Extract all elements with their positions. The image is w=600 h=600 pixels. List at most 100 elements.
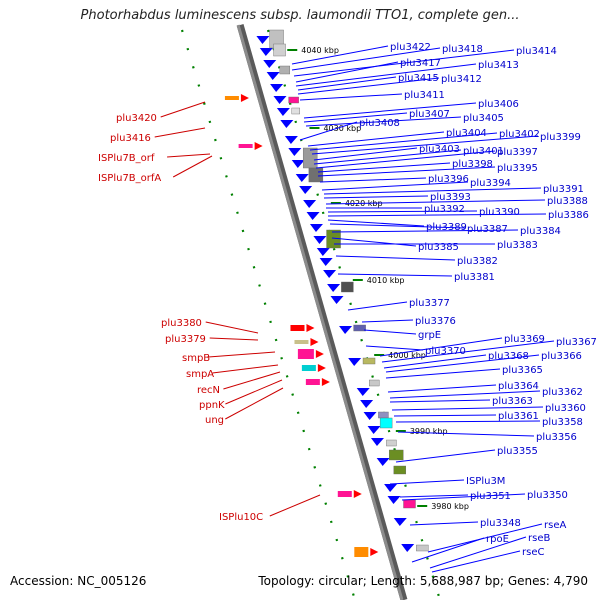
right-gene-label: plu3412 xyxy=(441,74,482,85)
right-gene-label: plu3415 xyxy=(398,73,439,84)
right-gene-label: plu3350 xyxy=(527,490,568,501)
right-gene-label: plu3408 xyxy=(359,118,400,129)
reverse-gene-arrow xyxy=(353,490,362,498)
left-gene-label: recN xyxy=(197,385,220,396)
right-gene-connector xyxy=(363,329,417,335)
forward-gene-arrow xyxy=(266,72,280,80)
right-gene-connector xyxy=(297,77,440,95)
right-gene-label: plu3418 xyxy=(442,44,483,55)
right-gene-label: plu3391 xyxy=(543,184,584,195)
left-gene-label: plu3420 xyxy=(116,113,157,124)
right-gene-connector xyxy=(395,449,496,463)
right-gene-label: plu3376 xyxy=(415,316,456,327)
right-gene-label: plu3363 xyxy=(492,396,533,407)
right-gene-label: plu3368 xyxy=(488,351,529,362)
right-gene-label: plu3399 xyxy=(540,132,581,143)
right-gene-label: plu3413 xyxy=(478,60,519,71)
right-gene-connector xyxy=(305,116,462,127)
forward-gene-arrow xyxy=(393,518,407,526)
right-gene-label: plu3387 xyxy=(467,224,508,235)
forward-gene-arrow xyxy=(291,160,305,168)
feature-block xyxy=(389,449,404,461)
right-gene-label: plu3362 xyxy=(542,387,583,398)
forward-gene-arrow xyxy=(376,458,390,466)
feature-block xyxy=(378,411,389,419)
feature-block xyxy=(403,499,416,509)
left-gene-label: smpB xyxy=(182,353,210,364)
right-gene-connector xyxy=(389,399,491,403)
forward-gene-arrow xyxy=(367,426,381,434)
reverse-gene-block xyxy=(238,144,253,148)
forward-gene-arrow xyxy=(259,48,273,56)
right-gene-connector xyxy=(317,162,451,173)
reverse-gene-block xyxy=(294,340,309,344)
right-gene-label: plu3406 xyxy=(478,99,519,110)
reverse-gene-arrow xyxy=(315,350,324,358)
right-gene-label: plu3388 xyxy=(547,196,588,207)
forward-gene-arrow xyxy=(330,296,344,304)
feature-block xyxy=(279,65,291,75)
right-gene-connector xyxy=(365,345,424,351)
right-gene-label: rpoE xyxy=(486,534,509,545)
forward-gene-arrow xyxy=(370,438,384,446)
forward-gene-arrow xyxy=(356,388,370,396)
right-gene-label: plu3348 xyxy=(480,518,521,529)
right-gene-label: rseB xyxy=(528,533,550,544)
right-gene-connector xyxy=(327,213,547,217)
left-gene-connector xyxy=(212,364,279,374)
right-gene-connector xyxy=(293,49,515,77)
forward-gene-arrow xyxy=(313,236,327,244)
right-gene-connector xyxy=(295,61,399,83)
forward-gene-arrow xyxy=(273,96,287,104)
feature-block xyxy=(291,107,300,115)
forward-gene-arrow xyxy=(316,248,330,256)
right-gene-connector xyxy=(385,368,501,379)
right-gene-connector xyxy=(397,431,535,437)
right-gene-connector xyxy=(321,181,469,191)
right-gene-connector xyxy=(309,132,498,151)
right-gene-connector xyxy=(331,229,519,233)
right-gene-connector xyxy=(317,166,496,177)
forward-gene-arrow xyxy=(401,544,415,552)
right-gene-connector xyxy=(409,521,479,526)
left-gene-connector xyxy=(167,153,211,158)
right-gene-label: plu3358 xyxy=(542,417,583,428)
right-gene-connector xyxy=(337,273,453,277)
left-gene-label: ISPlu7B_orf xyxy=(98,153,155,164)
right-gene-connector xyxy=(299,93,403,101)
right-gene-label: plu3377 xyxy=(409,298,450,309)
right-gene-label: plu3370 xyxy=(425,346,466,357)
forward-gene-arrow xyxy=(295,174,309,182)
right-gene-label: plu3396 xyxy=(428,174,469,185)
right-gene-connector xyxy=(361,319,414,323)
right-gene-label: plu3367 xyxy=(556,337,597,348)
right-gene-label: plu3356 xyxy=(536,432,577,443)
left-gene-connector xyxy=(225,387,284,420)
right-gene-connector xyxy=(391,406,544,411)
right-gene-connector xyxy=(303,112,408,123)
right-gene-label: plu3394 xyxy=(470,178,511,189)
right-gene-label: rseC xyxy=(522,547,544,558)
left-gene-connector xyxy=(154,127,206,138)
right-gene-connector xyxy=(411,537,485,563)
left-gene-connector xyxy=(209,337,259,341)
forward-gene-arrow xyxy=(288,148,302,156)
accession-label: Accession: NC_005126 xyxy=(10,574,147,588)
right-gene-connector xyxy=(325,199,546,205)
reverse-gene-block xyxy=(290,325,305,331)
left-gene-label: plu3380 xyxy=(161,318,202,329)
left-gene-label: ppnK xyxy=(199,400,225,411)
scale-label: 3980 kbp xyxy=(431,502,469,511)
reverse-gene-arrow xyxy=(317,364,326,372)
reverse-gene-arrow xyxy=(306,324,315,332)
right-gene-label: plu3360 xyxy=(545,403,586,414)
right-gene-connector xyxy=(335,255,456,261)
scale-label: 4030 kbp xyxy=(323,124,361,133)
right-gene-label: plu3383 xyxy=(497,240,538,251)
right-gene-connector xyxy=(347,301,408,311)
right-gene-connector xyxy=(319,177,427,183)
right-gene-label: plu3395 xyxy=(497,163,538,174)
right-gene-connector xyxy=(393,414,497,417)
right-gene-label: ISPlu3M xyxy=(466,476,505,487)
